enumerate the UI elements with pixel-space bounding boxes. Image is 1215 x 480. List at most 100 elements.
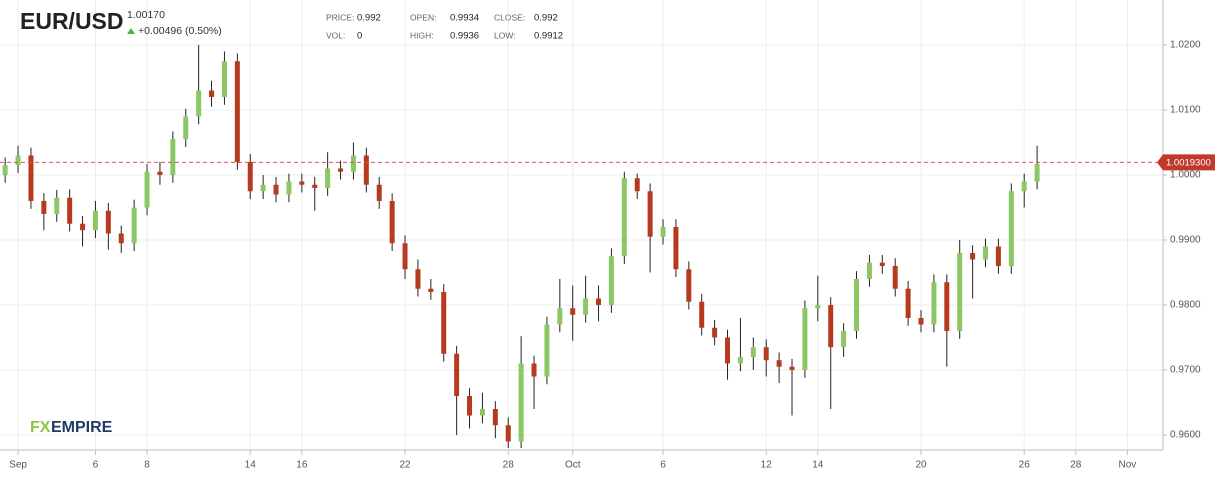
price-change: +0.00496 (0.50%) <box>138 25 222 37</box>
candle-body <box>789 366 795 370</box>
candle-body <box>621 178 627 257</box>
candle-body <box>28 155 34 201</box>
y-tick-label: 1.0000 <box>1170 170 1201 181</box>
candle-body <box>531 363 537 377</box>
candle-body <box>170 139 176 175</box>
x-tick-label: 26 <box>1019 460 1031 471</box>
candle-body <box>144 171 150 208</box>
candle-body <box>67 197 73 224</box>
y-tick-label: 0.9700 <box>1170 365 1201 376</box>
stat-label: VOL: <box>326 30 345 40</box>
candle-body <box>905 288 911 318</box>
candle-body <box>866 262 872 279</box>
price-tag-label: 1.0019300 <box>1166 157 1211 168</box>
candle-body <box>350 155 356 172</box>
candle-body <box>389 200 395 244</box>
candle-body <box>54 197 60 214</box>
candle-body <box>454 353 460 396</box>
up-arrow <box>127 28 135 34</box>
candle-body <box>209 90 215 97</box>
candle-body <box>441 291 447 354</box>
candle-body <box>802 308 808 370</box>
x-tick-label: 6 <box>93 460 99 471</box>
x-tick-label: 12 <box>761 460 773 471</box>
candle-body <box>918 317 924 325</box>
x-tick-label: 14 <box>245 460 257 471</box>
candle-body <box>15 155 21 166</box>
candle-body <box>660 226 666 237</box>
x-tick-label: 20 <box>915 460 927 471</box>
x-tick-label: 6 <box>660 460 666 471</box>
candle-body <box>286 181 292 195</box>
candle-body <box>1021 181 1027 192</box>
candle-body <box>879 262 885 266</box>
x-tick-label: 22 <box>399 460 411 471</box>
y-tick-label: 0.9600 <box>1170 430 1201 441</box>
candle-body <box>841 330 847 348</box>
price-tag <box>1157 154 1215 171</box>
candle-body <box>467 395 473 416</box>
candle-body <box>131 207 137 244</box>
candle-body <box>892 265 898 289</box>
candle-body <box>583 298 589 315</box>
candle-body <box>776 360 782 367</box>
candle-body <box>505 425 511 442</box>
candle-body <box>1008 191 1014 266</box>
candle-body <box>428 288 434 292</box>
candle-body <box>815 304 821 309</box>
stat-value: 0.9934 <box>450 13 479 24</box>
candle-body <box>221 61 227 97</box>
candle-body <box>983 246 989 260</box>
last-price: 1.00170 <box>127 9 165 21</box>
x-tick-label: 14 <box>812 460 824 471</box>
candle-body <box>673 226 679 270</box>
candle-body <box>725 337 731 364</box>
candle-body <box>570 308 576 315</box>
candle-body <box>363 155 369 185</box>
candle-body <box>995 246 1001 266</box>
x-tick-label: Sep <box>9 460 27 471</box>
y-tick-label: 0.9800 <box>1170 300 1201 311</box>
candle-body <box>944 282 950 331</box>
candle-body <box>41 200 47 214</box>
candle-body <box>931 282 937 325</box>
candle-body <box>608 256 614 305</box>
candle-body <box>80 223 86 231</box>
candle-body <box>763 347 769 361</box>
candle-body <box>712 327 718 338</box>
candle-body <box>299 181 305 185</box>
stat-label: OPEN: <box>410 12 436 22</box>
candles <box>0 44 1163 448</box>
axes: 0.9600 0.9700 0.9800 0.9900 1.0000 1.0100 1.02… <box>9 40 1215 471</box>
candle-body <box>92 210 98 231</box>
candle-body <box>234 61 240 162</box>
candle-body <box>750 347 756 357</box>
candle-body <box>325 168 331 188</box>
stat-value: 0.9912 <box>534 31 563 42</box>
stat-label: HIGH: <box>410 30 434 40</box>
x-tick-label: Oct <box>565 460 581 471</box>
candle-body <box>2 165 8 175</box>
candle-body <box>338 168 344 172</box>
stat-value: 0 <box>357 31 362 42</box>
candle-body <box>492 408 498 426</box>
stat-value: 0.992 <box>534 13 558 24</box>
candle-body <box>828 304 834 348</box>
stat-value: 0.9936 <box>450 31 479 42</box>
x-tick-label: 28 <box>1070 460 1082 471</box>
candle-body <box>737 356 743 364</box>
candle-body <box>157 171 163 175</box>
y-tick-label: 1.0200 <box>1170 40 1201 51</box>
candle-body <box>196 90 202 117</box>
candle-body <box>699 301 705 328</box>
candle-body <box>105 210 111 234</box>
y-tick-label: 0.9900 <box>1170 235 1201 246</box>
candle-body <box>686 269 692 302</box>
grid <box>0 0 1163 450</box>
candle-body <box>415 269 421 289</box>
x-tick-label: 8 <box>144 460 150 471</box>
candle-body <box>376 184 382 201</box>
y-tick-label: 1.0100 <box>1170 105 1201 116</box>
